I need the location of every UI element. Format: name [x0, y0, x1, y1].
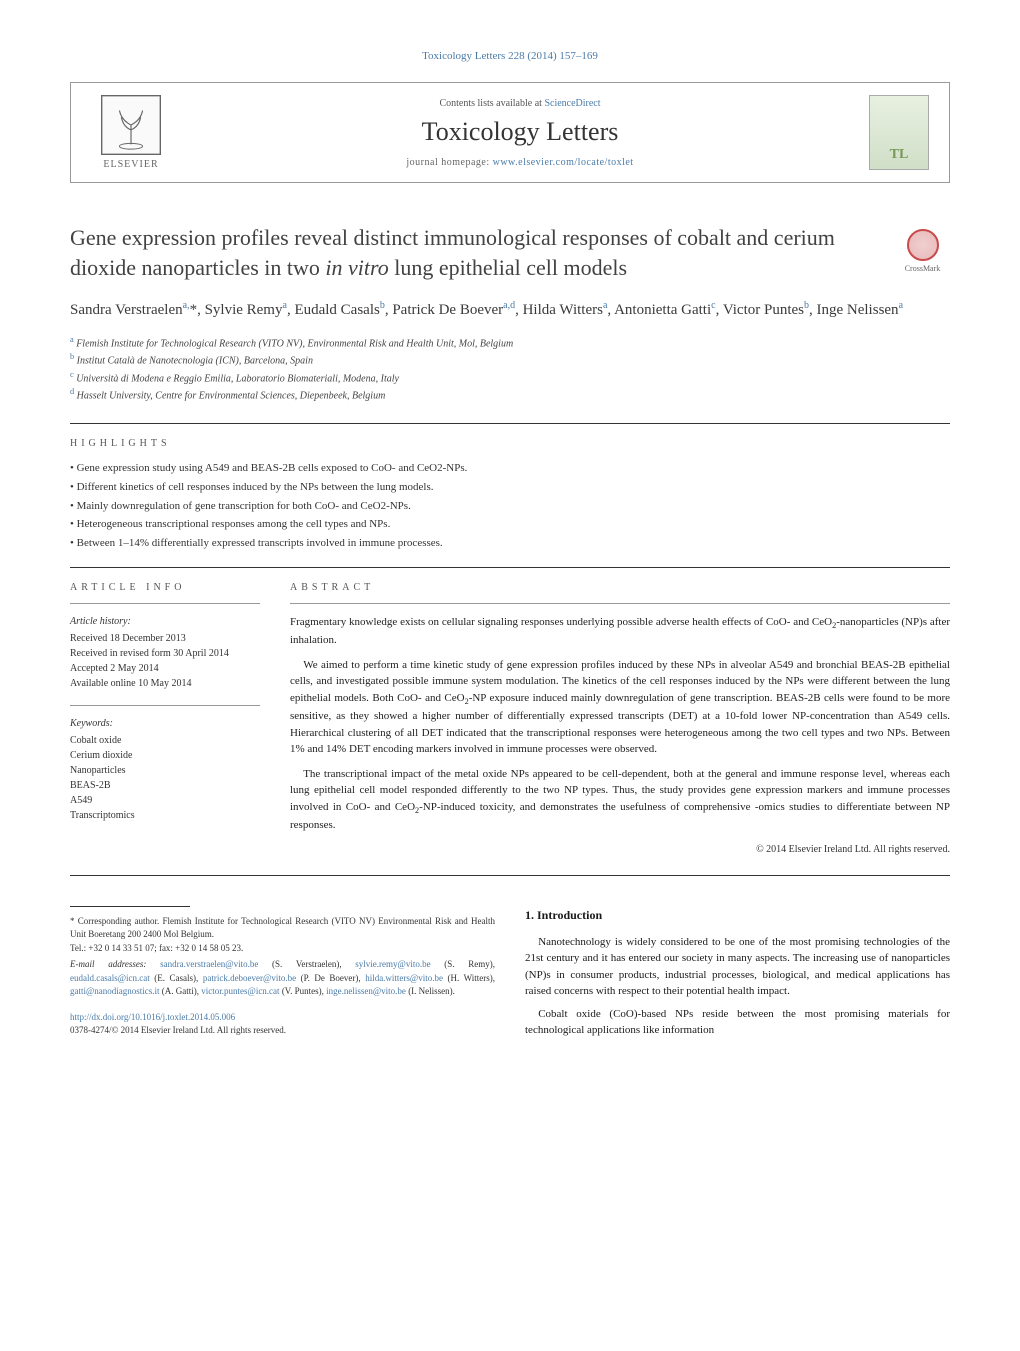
abstract-copyright: © 2014 Elsevier Ireland Ltd. All rights …	[290, 844, 950, 855]
corresponding-label: Corresponding author. Flemish Institute …	[70, 916, 495, 940]
highlight-item: Between 1–14% differentially expressed t…	[70, 534, 950, 553]
author-email[interactable]: eudald.casals@icn.cat	[70, 973, 150, 983]
right-column: 1. Introduction Nanotechnology is widely…	[525, 906, 950, 1045]
footnote-separator	[70, 906, 190, 907]
thin-rule	[70, 603, 260, 604]
author-email[interactable]: patrick.deboever@vito.be	[203, 973, 296, 983]
keywords-block: Keywords: Cobalt oxideCerium dioxideNano…	[70, 716, 260, 823]
highlights-heading: HIGHLIGHTS	[70, 438, 950, 449]
author-email[interactable]: inge.nelissen@vito.be	[326, 986, 406, 996]
author-email[interactable]: sylvie.remy@vito.be	[355, 959, 430, 969]
affiliations: a Flemish Institute for Technological Re…	[70, 334, 950, 403]
abstract-paragraph: Fragmentary knowledge exists on cellular…	[290, 614, 950, 649]
history-item: Accepted 2 May 2014	[70, 661, 260, 676]
email-label: E-mail addresses:	[70, 959, 146, 969]
homepage-line: journal homepage: www.elsevier.com/locat…	[171, 157, 869, 168]
article-history-label: Article history:	[70, 614, 260, 629]
section-rule	[70, 875, 950, 876]
thin-rule	[290, 603, 950, 604]
keyword-item: Cerium dioxide	[70, 748, 260, 763]
author-list: Sandra Verstraelena,*, Sylvie Remya, Eud…	[70, 298, 950, 322]
left-column: * Corresponding author. Flemish Institut…	[70, 906, 495, 1045]
affiliation-item: d Hasselt University, Centre for Environ…	[70, 386, 950, 403]
crossmark-label: CrossMark	[905, 264, 941, 273]
affiliation-item: b Institut Català de Nanotecnologia (ICN…	[70, 351, 950, 368]
journal-reference: Toxicology Letters 228 (2014) 157–169	[70, 50, 950, 62]
keyword-item: Cobalt oxide	[70, 733, 260, 748]
crossmark-badge[interactable]: CrossMark	[895, 223, 950, 278]
publisher-name: ELSEVIER	[103, 159, 158, 170]
section-rule	[70, 423, 950, 424]
highlight-item: Different kinetics of cell responses ind…	[70, 478, 950, 497]
keyword-item: BEAS-2B	[70, 778, 260, 793]
intro-paragraph: Cobalt oxide (CoO)-based NPs reside betw…	[525, 1006, 950, 1039]
publisher-logo: ELSEVIER	[91, 95, 171, 170]
highlight-item: Mainly downregulation of gene transcript…	[70, 497, 950, 516]
highlight-item: Heterogeneous transcriptional responses …	[70, 515, 950, 534]
abstract-paragraph: The transcriptional impact of the metal …	[290, 766, 950, 834]
keywords-label: Keywords:	[70, 716, 260, 731]
footnote-star: *	[70, 916, 75, 926]
history-item: Received 18 December 2013	[70, 631, 260, 646]
section-rule	[70, 567, 950, 568]
history-item: Received in revised form 30 April 2014	[70, 646, 260, 661]
history-item: Available online 10 May 2014	[70, 676, 260, 691]
keyword-item: A549	[70, 793, 260, 808]
affiliation-item: a Flemish Institute for Technological Re…	[70, 334, 950, 351]
highlights-list: Gene expression study using A549 and BEA…	[70, 459, 950, 552]
affiliation-item: c Università di Modena e Reggio Emilia, …	[70, 369, 950, 386]
article-history-block: Article history: Received 18 December 20…	[70, 614, 260, 691]
journal-name: Toxicology Letters	[171, 117, 869, 147]
corresponding-tel: Tel.: +32 0 14 33 51 07; fax: +32 0 14 5…	[70, 942, 495, 956]
elsevier-tree-icon	[101, 95, 161, 155]
homepage-link[interactable]: www.elsevier.com/locate/toxlet	[493, 157, 634, 168]
contents-available-line: Contents lists available at ScienceDirec…	[171, 98, 869, 109]
crossmark-icon	[907, 229, 939, 261]
keyword-item: Transcriptomics	[70, 808, 260, 823]
article-title: Gene expression profiles reveal distinct…	[70, 223, 875, 282]
introduction-heading: 1. Introduction	[525, 906, 950, 924]
homepage-prefix: journal homepage:	[406, 157, 492, 168]
abstract-heading: ABSTRACT	[290, 582, 950, 593]
author-email[interactable]: victor.puntes@icn.cat	[201, 986, 279, 996]
contents-prefix: Contents lists available at	[439, 98, 544, 109]
journal-cover-thumbnail	[869, 95, 929, 170]
abstract-paragraph: We aimed to perform a time kinetic study…	[290, 657, 950, 758]
author-email[interactable]: sandra.verstraelen@vito.be	[160, 959, 258, 969]
author-email[interactable]: hilda.witters@vito.be	[365, 973, 443, 983]
article-info-heading: ARTICLE INFO	[70, 582, 260, 593]
abstract-text: Fragmentary knowledge exists on cellular…	[290, 614, 950, 834]
sciencedirect-link[interactable]: ScienceDirect	[544, 98, 600, 109]
issn-copyright: 0378-4274/© 2014 Elsevier Ireland Ltd. A…	[70, 1024, 495, 1038]
keyword-item: Nanoparticles	[70, 763, 260, 778]
thin-rule	[70, 705, 260, 706]
journal-header-box: ELSEVIER Contents lists available at Sci…	[70, 82, 950, 183]
author-email[interactable]: gatti@nanodiagnostics.it	[70, 986, 160, 996]
corresponding-author-footnote: * Corresponding author. Flemish Institut…	[70, 915, 495, 999]
highlight-item: Gene expression study using A549 and BEA…	[70, 459, 950, 478]
doi-link[interactable]: http://dx.doi.org/10.1016/j.toxlet.2014.…	[70, 1011, 495, 1025]
intro-paragraph: Nanotechnology is widely considered to b…	[525, 934, 950, 1000]
